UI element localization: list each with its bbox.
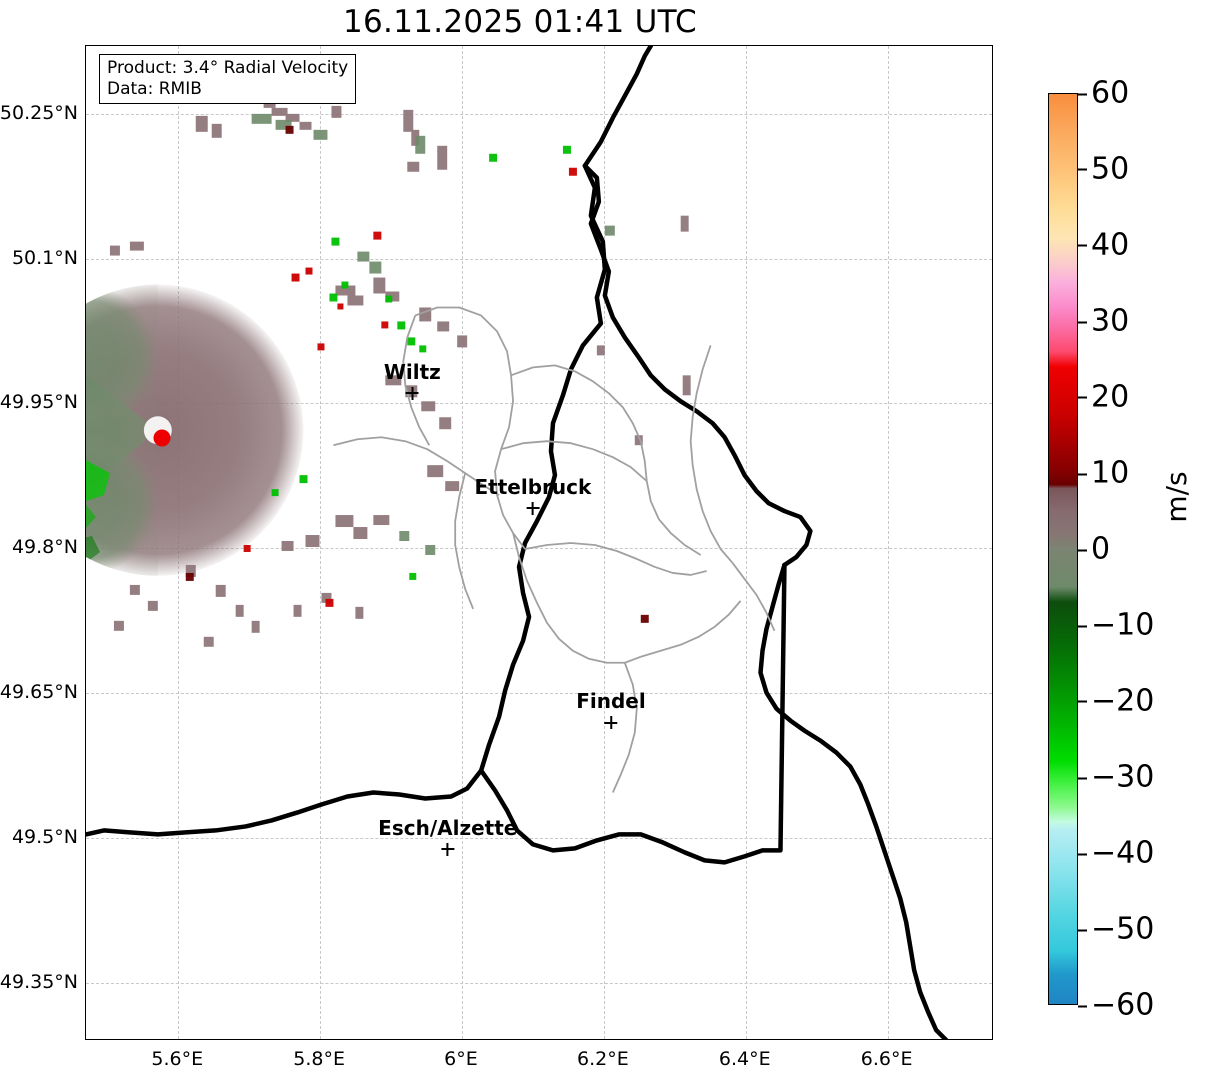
colorbar-tick-mark: [1078, 244, 1087, 247]
colorbar-tick: −40: [1078, 836, 1154, 871]
gridline-horizontal: [86, 258, 992, 260]
colorbar-tick-text: 20: [1091, 379, 1130, 415]
colorbar-tick-text: 60: [1091, 75, 1130, 111]
y-axis-tick-label: 49.35°N: [0, 971, 78, 994]
colorbar-tick-mark: [1078, 929, 1087, 931]
colorbar-tick-text: 30: [1091, 303, 1130, 339]
gridline-vertical: [887, 46, 889, 1039]
colorbar-tick-mark: [1078, 700, 1087, 703]
colorbar-tick-mark: [1078, 625, 1087, 627]
y-axis-tick-label: 49.95°N: [0, 391, 78, 414]
colorbar-tick: 60: [1078, 76, 1129, 111]
y-axis-tick-label: 49.8°N: [11, 536, 78, 559]
colorbar-tick-text: 0: [1091, 531, 1111, 567]
colorbar-tick: 0: [1078, 532, 1110, 567]
x-axis-tick-label: 6°E: [444, 1048, 478, 1070]
city-cross-icon: [405, 386, 419, 400]
y-axis-tick-labels: 50.25°N 50.1°N 49.95°N 49.8°N 49.65°N 49.5°N 4…: [0, 45, 78, 1040]
colorbar-tick: −10: [1078, 608, 1154, 643]
gridline-horizontal: [86, 403, 992, 405]
info-product-line: Product: 3.4° Radial Velocity: [107, 58, 349, 78]
colorbar-tick-text: −60: [1091, 987, 1155, 1023]
y-axis-tick-label: 50.1°N: [11, 246, 78, 269]
colorbar-tick-mark: [1078, 473, 1087, 475]
colorbar-tick-mark: [1078, 777, 1087, 779]
x-axis-tick-label: 6.2°E: [576, 1048, 629, 1070]
x-axis-tick-label: 6.4°E: [718, 1048, 771, 1070]
colorbar-tick-text: −30: [1091, 759, 1155, 795]
city-name: Wiltz: [383, 359, 441, 384]
map-plot-area[interactable]: Wiltz Ettelbruck Findel Esch/Alzette Produc…: [85, 45, 993, 1040]
city-label-wiltz: Wiltz: [384, 362, 441, 400]
colorbar-tick: −30: [1078, 760, 1154, 795]
x-axis-tick-labels: 5.6°E 5.8°E 6°E 6.2°E 6.4°E 6.6°E: [85, 1048, 993, 1078]
colorbar-tick: 20: [1078, 379, 1129, 414]
gridline-horizontal: [86, 983, 992, 985]
colorbar-tick: 40: [1078, 227, 1129, 262]
colorbar-tick-mark: [1078, 396, 1087, 399]
colorbar-tick-mark: [1078, 549, 1087, 551]
y-axis-tick-label: 50.25°N: [0, 101, 78, 124]
colorbar-tick: −60: [1078, 988, 1154, 1023]
x-axis-tick-label: 5.8°E: [293, 1048, 345, 1070]
colorbar: [1048, 93, 1078, 1005]
colorbar-tick: 50: [1078, 151, 1129, 186]
gridline-horizontal: [86, 838, 992, 840]
x-axis-tick-label: 5.6°E: [151, 1048, 204, 1070]
city-name: Findel: [576, 689, 646, 714]
colorbar-tick-text: 50: [1091, 151, 1130, 187]
gridline-vertical: [320, 46, 322, 1039]
city-name: Esch/Alzette: [378, 815, 518, 840]
city-name: Ettelbruck: [474, 474, 592, 499]
colorbar-tick-text: 40: [1091, 227, 1130, 263]
city-label-esch-alzette: Esch/Alzette: [378, 818, 517, 856]
gridline-horizontal: [86, 113, 992, 115]
city-cross-icon: [604, 716, 618, 730]
city-cross-icon: [526, 501, 540, 515]
gridline-vertical: [603, 46, 605, 1039]
colorbar-tick-mark: [1078, 93, 1087, 95]
colorbar-tick-mark: [1078, 321, 1087, 323]
colorbar-gradient: [1049, 94, 1077, 1004]
colorbar-tick-text: −10: [1091, 607, 1155, 643]
gridline-horizontal: [86, 548, 992, 550]
info-box: Product: 3.4° Radial Velocity Data: RMIB: [99, 54, 357, 105]
colorbar-tick-text: −50: [1091, 911, 1155, 947]
radar-site-marker: [153, 429, 171, 447]
gridline-horizontal: [86, 693, 992, 695]
colorbar-tick-labels: 60 50 40 30 20 10 0 −10 −20 −30 −40 −50 −60: [1078, 76, 1198, 1023]
city-label-ettelbruck: Ettelbruck: [474, 474, 592, 515]
colorbar-tick-text: −20: [1091, 683, 1155, 719]
y-axis-tick-label: 49.65°N: [0, 681, 78, 704]
page-title: 16.11.2025 01:41 UTC: [343, 4, 697, 40]
colorbar-tick: −20: [1078, 683, 1154, 718]
gridline-vertical: [745, 46, 747, 1039]
colorbar-tick: −50: [1078, 912, 1154, 947]
colorbar-tick-text: 10: [1091, 455, 1130, 491]
map-canvas: [86, 46, 949, 1039]
gridline-vertical: [461, 46, 463, 1039]
colorbar-tick: 30: [1078, 304, 1129, 339]
y-axis-tick-label: 49.5°N: [11, 826, 78, 849]
x-axis-tick-label: 6.6°E: [860, 1048, 913, 1070]
city-label-findel: Findel: [576, 689, 646, 730]
colorbar-tick-mark: [1078, 1005, 1087, 1007]
colorbar-tick-mark: [1078, 853, 1087, 855]
city-cross-icon: [441, 842, 455, 856]
info-data-line: Data: RMIB: [107, 78, 202, 99]
colorbar-tick-mark: [1078, 168, 1087, 171]
colorbar-tick: 10: [1078, 456, 1129, 491]
colorbar-tick-text: −40: [1091, 835, 1155, 871]
